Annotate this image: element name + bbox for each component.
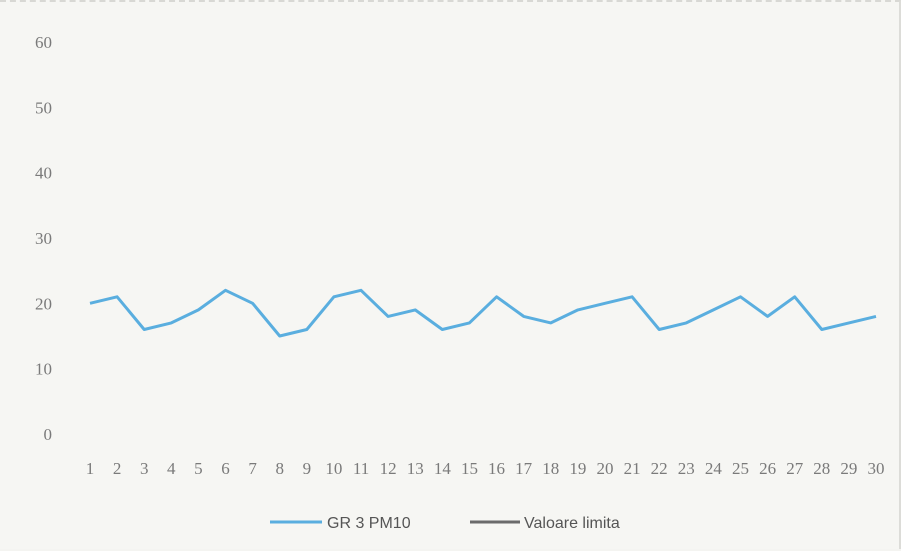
x-tick-label: 4 [167,459,176,478]
series-line-pm10 [89,288,877,338]
x-tick-label: 15 [461,459,478,478]
x-tick-label: 19 [569,459,586,478]
x-tick-label: 12 [380,459,397,478]
x-tick-label: 20 [596,459,613,478]
legend-label-limit: Valoare limita [524,515,620,532]
x-tick-label: 14 [434,459,452,478]
x-tick-label: 26 [759,459,776,478]
x-tick-label: 25 [732,459,749,478]
x-tick-label: 6 [221,459,230,478]
x-tick-label: 11 [353,459,369,478]
x-tick-label: 9 [303,459,312,478]
x-tick-label: 21 [624,459,641,478]
x-tick-label: 24 [705,459,723,478]
y-axis: 0 10 20 30 40 50 60 [35,33,52,444]
x-tick-label: 7 [248,459,257,478]
x-tick-label: 2 [113,459,122,478]
x-tick-label: 10 [325,459,342,478]
y-tick-label: 20 [35,294,52,313]
x-tick-label: 22 [651,459,668,478]
x-tick-label: 18 [542,459,559,478]
x-tick-label: 8 [275,459,284,478]
x-tick-label: 30 [868,459,885,478]
x-tick-label: 1 [86,459,95,478]
x-axis: 1 2 3 4 5 6 7 8 9 10 11 12 13 14 15 16 17 18 19 20 21 22 23 24 2… [86,459,885,478]
series-layer [89,105,877,338]
x-tick-label: 28 [813,459,830,478]
y-tick-label: 60 [35,33,52,52]
y-tick-label: 10 [35,360,52,379]
x-tick-label: 16 [488,459,505,478]
y-tick-label: 40 [35,164,52,183]
legend-label-pm10: GR 3 PM10 [327,515,411,532]
y-tick-label: 30 [35,229,52,248]
x-tick-label: 13 [407,459,424,478]
x-tick-label: 27 [786,459,804,478]
x-tick-label: 5 [194,459,203,478]
y-tick-label: 50 [35,98,52,117]
x-tick-label: 3 [140,459,149,478]
y-tick-label: 0 [44,425,53,444]
x-tick-label: 17 [515,459,533,478]
x-tick-label: 29 [840,459,857,478]
legend: GR 3 PM10 Valoare limita [270,515,620,532]
x-tick-label: 23 [678,459,695,478]
